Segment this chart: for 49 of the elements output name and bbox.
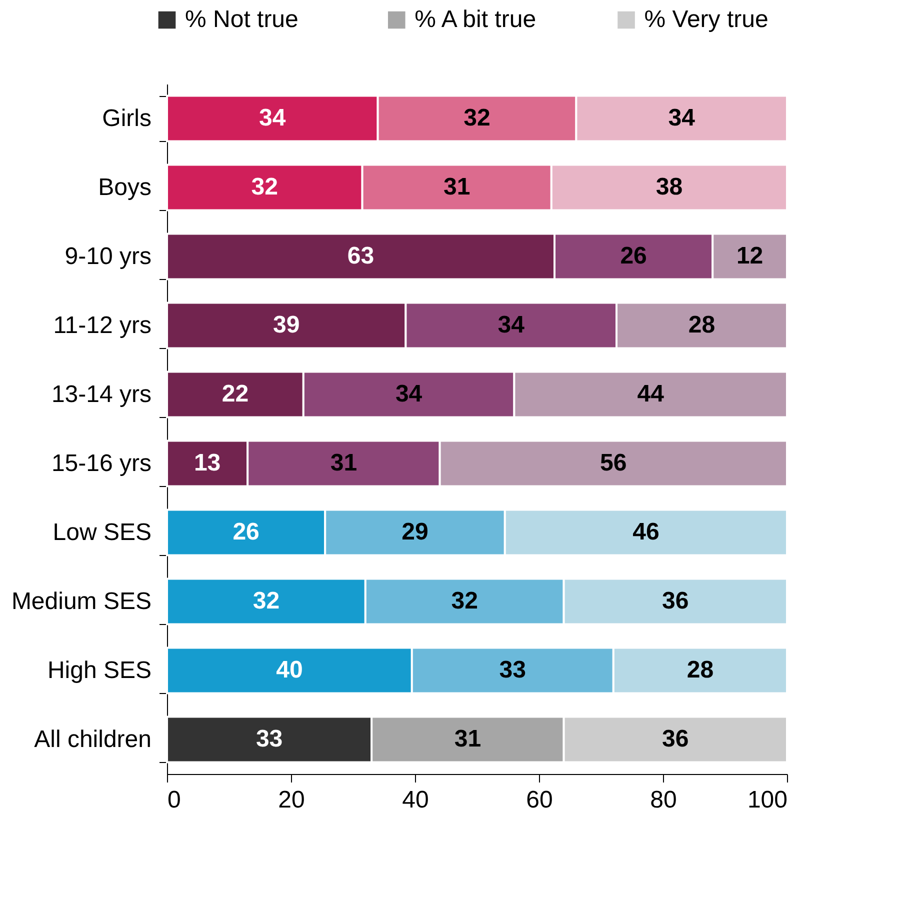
data-label: 44 xyxy=(637,380,665,408)
data-label: 34 xyxy=(498,312,526,338)
data-label: 28 xyxy=(686,656,714,684)
y-tick-label: Girls xyxy=(102,105,152,132)
y-tick-label: High SES xyxy=(47,657,152,684)
data-label: 39 xyxy=(273,312,300,338)
data-label: 33 xyxy=(256,726,283,752)
data-label: 40 xyxy=(276,656,303,684)
data-label: 31 xyxy=(444,174,470,200)
x-tick-label: 20 xyxy=(278,786,305,814)
data-label: 32 xyxy=(451,588,478,614)
legend-label: % Very true xyxy=(644,6,768,33)
data-label: 34 xyxy=(668,104,696,132)
data-label: 28 xyxy=(688,312,716,338)
data-label: 31 xyxy=(330,450,358,476)
y-tick-label: 13-14 yrs xyxy=(51,381,152,408)
data-label: 26 xyxy=(232,518,260,546)
x-tick-label: 60 xyxy=(526,786,553,814)
y-tick-label: Medium SES xyxy=(11,588,152,615)
data-label: 13 xyxy=(194,450,221,476)
data-label: 34 xyxy=(259,104,286,132)
data-label: 36 xyxy=(662,726,689,752)
data-label: 36 xyxy=(662,588,689,614)
y-tick-label: All children xyxy=(34,726,152,753)
data-label: 38 xyxy=(656,174,683,200)
legend-label: % A bit true xyxy=(414,6,536,33)
x-tick-label: 100 xyxy=(747,786,788,814)
x-tick-label: 80 xyxy=(650,786,677,814)
x-tick-label: 40 xyxy=(402,786,429,814)
y-tick-label: 15-16 yrs xyxy=(51,450,152,477)
legend-label: % Not true xyxy=(185,6,298,33)
data-label: 32 xyxy=(251,174,278,200)
data-label: 32 xyxy=(464,104,490,132)
data-label: 33 xyxy=(499,656,526,684)
y-tick-label: Boys xyxy=(98,174,152,201)
data-label: 32 xyxy=(252,588,280,614)
data-label: 46 xyxy=(632,518,660,546)
y-tick-label: Low SES xyxy=(52,519,152,546)
y-tick-label: 9-10 yrs xyxy=(64,243,152,270)
data-label: 29 xyxy=(402,518,428,546)
data-label: 12 xyxy=(736,242,764,270)
data-label: 22 xyxy=(222,380,249,408)
x-tick-label: 0 xyxy=(168,786,181,814)
data-label: 26 xyxy=(620,242,647,270)
data-label: 63 xyxy=(347,242,374,270)
data-label: 56 xyxy=(600,450,627,476)
data-label: 31 xyxy=(454,726,482,752)
data-label: 34 xyxy=(395,380,423,408)
y-tick-label: 11-12 yrs xyxy=(53,312,152,339)
